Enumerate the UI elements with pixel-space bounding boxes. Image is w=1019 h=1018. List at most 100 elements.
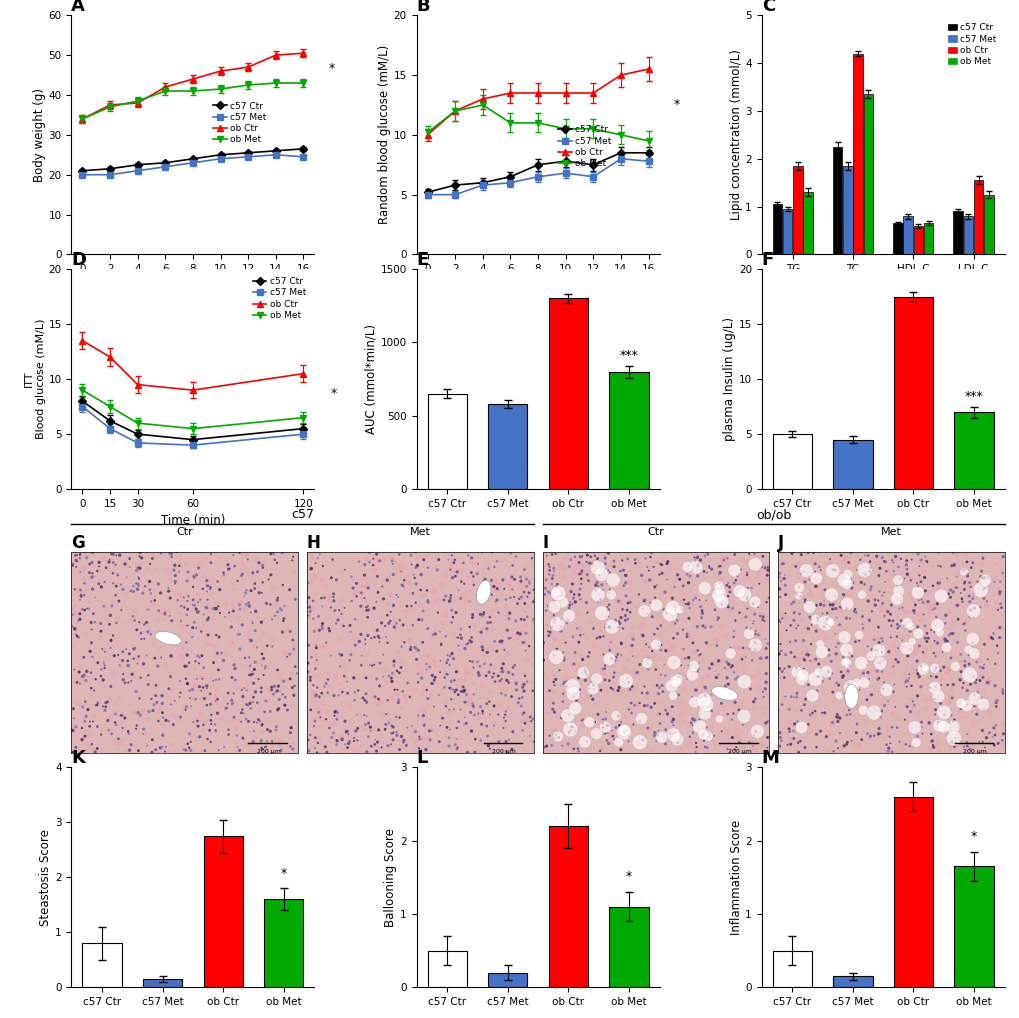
Point (820, 641, 837, 658)
Point (840, 680, 856, 696)
Point (836, 629, 852, 645)
Point (121, 645, 138, 662)
Point (102, 709, 118, 725)
Point (67, 739, 84, 755)
Point (184, 681, 201, 697)
Point (643, 643, 659, 660)
Point (328, 712, 344, 728)
Point (365, 557, 381, 573)
Point (726, 664, 742, 680)
Point (854, 624, 870, 640)
Point (744, 700, 760, 717)
Point (576, 661, 592, 677)
Point (356, 721, 372, 737)
Point (561, 723, 578, 739)
Point (619, 670, 635, 686)
Point (747, 690, 763, 706)
Point (882, 597, 899, 613)
Point (306, 687, 322, 703)
Point (699, 546, 715, 562)
Point (710, 566, 727, 582)
Point (661, 725, 678, 741)
Point (929, 715, 946, 731)
Point (938, 664, 955, 680)
Point (338, 674, 355, 690)
Point (409, 640, 425, 657)
Point (564, 678, 580, 694)
Point (93, 579, 109, 596)
Point (223, 696, 239, 713)
Point (357, 591, 373, 608)
Point (401, 575, 418, 591)
Point (504, 666, 521, 682)
Point (280, 622, 297, 638)
Point (629, 665, 645, 681)
Point (348, 706, 365, 723)
Point (649, 727, 665, 743)
Text: L: L (416, 749, 428, 768)
Point (694, 652, 710, 668)
Point (160, 579, 176, 596)
Point (194, 671, 210, 687)
Point (220, 726, 236, 742)
Point (472, 732, 488, 748)
Point (743, 580, 759, 597)
Point (754, 612, 770, 628)
Point (799, 544, 815, 560)
Point (589, 574, 605, 590)
Point (954, 548, 970, 564)
Point (351, 670, 367, 686)
Point (541, 728, 557, 744)
Point (184, 620, 201, 636)
Point (606, 730, 623, 746)
Point (643, 545, 659, 561)
Point (657, 722, 674, 738)
Point (920, 600, 936, 616)
Point (441, 592, 458, 609)
Point (726, 547, 742, 563)
Point (245, 694, 261, 711)
Point (67, 719, 84, 735)
Point (860, 563, 876, 579)
Point (132, 670, 149, 686)
Point (144, 595, 160, 611)
Point (310, 735, 326, 751)
Point (302, 669, 318, 685)
Point (840, 665, 856, 681)
Point (419, 657, 435, 673)
Point (411, 740, 427, 756)
Point (745, 740, 761, 756)
Point (919, 630, 935, 646)
Point (770, 612, 787, 628)
Point (225, 596, 242, 612)
Point (346, 684, 363, 700)
Point (501, 576, 518, 592)
Point (407, 639, 423, 656)
Point (394, 617, 411, 633)
Point (712, 597, 729, 613)
Point (865, 631, 881, 647)
Point (824, 743, 841, 759)
Point (196, 690, 212, 706)
Point (191, 603, 207, 619)
Point (879, 743, 896, 759)
Point (912, 679, 928, 695)
Point (620, 674, 636, 690)
Point (733, 606, 749, 622)
Point (634, 732, 650, 748)
Point (856, 566, 872, 582)
Point (394, 732, 411, 748)
Point (411, 725, 427, 741)
Point (817, 667, 834, 683)
Point (425, 698, 441, 715)
Point (203, 546, 219, 562)
Point (995, 549, 1011, 565)
Point (263, 682, 279, 698)
Point (357, 636, 373, 653)
Point (249, 564, 265, 580)
Point (427, 658, 443, 674)
Point (812, 562, 828, 578)
Point (657, 642, 674, 659)
Point (634, 626, 650, 642)
Point (971, 579, 987, 596)
